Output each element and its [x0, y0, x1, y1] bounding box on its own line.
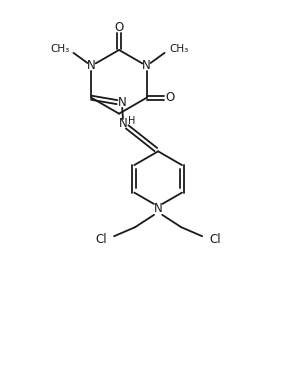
Text: Cl: Cl — [209, 233, 221, 246]
Text: CH₃: CH₃ — [50, 44, 69, 54]
Text: N: N — [118, 96, 127, 110]
Text: N: N — [119, 117, 128, 130]
Text: N: N — [142, 59, 151, 72]
Text: N: N — [87, 59, 96, 72]
Text: H: H — [128, 116, 135, 126]
Text: CH₃: CH₃ — [169, 44, 188, 54]
Text: O: O — [115, 21, 124, 34]
Text: N: N — [154, 201, 163, 215]
Text: O: O — [165, 91, 174, 104]
Text: Cl: Cl — [95, 233, 107, 246]
